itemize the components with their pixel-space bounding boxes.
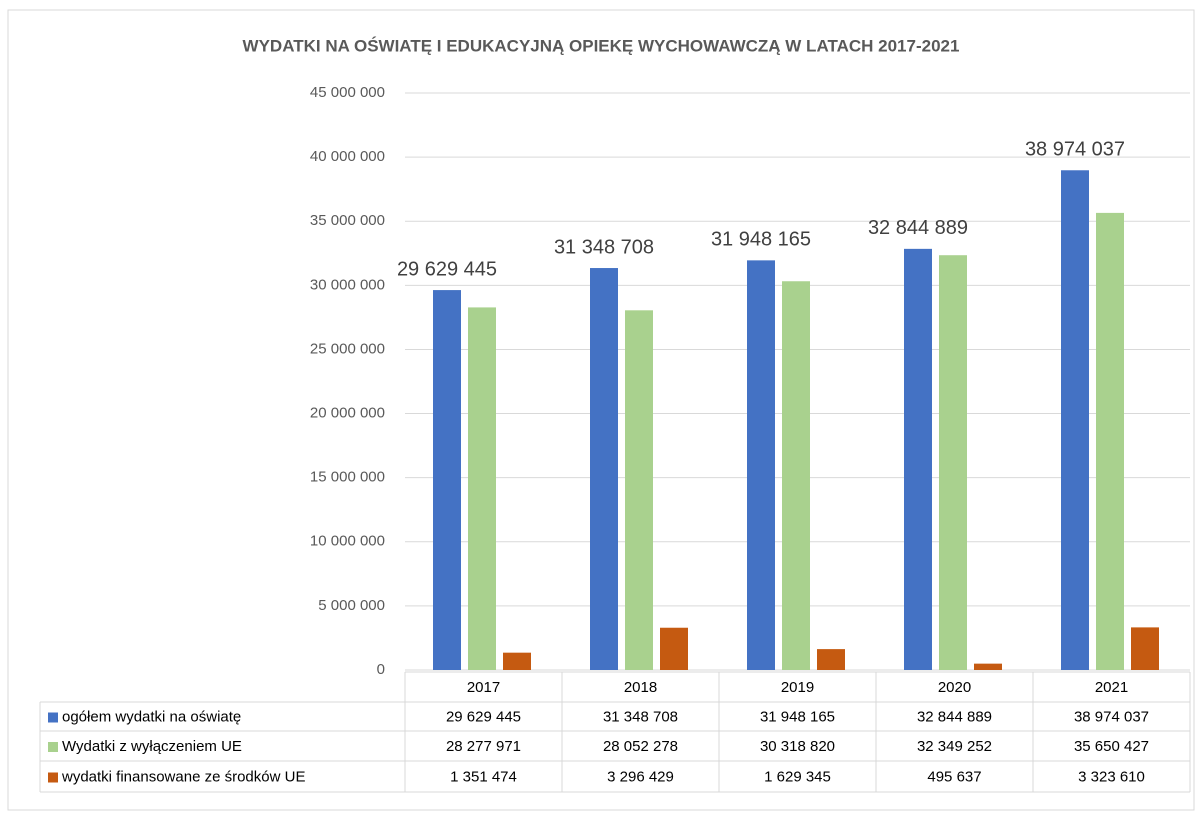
y-tick-label: 35 000 000: [310, 212, 385, 229]
table-cell: 31 948 165: [760, 708, 835, 725]
table-cell: 32 349 252: [917, 738, 992, 755]
legend-label: Wydatki z wyłączeniem UE: [62, 738, 242, 755]
bar: [817, 649, 845, 670]
y-tick-label: 30 000 000: [310, 276, 385, 293]
bar: [433, 290, 461, 670]
bar: [904, 248, 932, 670]
bar: [503, 652, 531, 670]
x-tick-label: 2019: [781, 679, 814, 696]
legend-label: wydatki finansowane ze środków UE: [61, 768, 305, 785]
y-tick-label: 45 000 000: [310, 84, 385, 101]
table-cell: 1 351 474: [450, 768, 517, 785]
table-cell: 30 318 820: [760, 738, 835, 755]
data-label: 31 948 165: [711, 229, 811, 251]
data-label: 29 629 445: [397, 258, 497, 280]
bar: [625, 310, 653, 670]
table-cell: 28 277 971: [446, 738, 521, 755]
bar: [974, 663, 1002, 670]
table-cell: 3 323 610: [1078, 768, 1145, 785]
table-cell: 29 629 445: [446, 708, 521, 725]
table-cell: 38 974 037: [1074, 708, 1149, 725]
bar: [1131, 627, 1159, 670]
y-tick-label: 10 000 000: [310, 533, 385, 550]
bar: [747, 260, 775, 670]
table-cell: 3 296 429: [607, 768, 674, 785]
table-cell: 1 629 345: [764, 768, 831, 785]
y-tick-label: 5 000 000: [318, 597, 385, 614]
data-label: 31 348 708: [554, 236, 654, 258]
x-tick-label: 2018: [624, 679, 657, 696]
legend-key: [48, 772, 58, 783]
bar: [1096, 212, 1124, 670]
table-cell: 495 637: [927, 768, 981, 785]
bar: [468, 307, 496, 670]
table-cell: 28 052 278: [603, 738, 678, 755]
y-tick-label: 0: [377, 661, 385, 678]
chart-title: WYDATKI NA OŚWIATĘ I EDUKACYJNĄ OPIEKĘ W…: [243, 36, 960, 55]
legend-key: [48, 742, 58, 752]
y-tick-label: 25 000 000: [310, 340, 385, 357]
bar: [1061, 170, 1089, 670]
table-cell: 31 348 708: [603, 708, 678, 725]
data-label: 38 974 037: [1025, 139, 1125, 161]
y-tick-label: 20 000 000: [310, 405, 385, 422]
x-tick-label: 2017: [467, 679, 500, 696]
bar: [590, 268, 618, 670]
data-label: 32 844 889: [868, 217, 968, 239]
legend-label: ogółem wydatki na oświatę: [62, 708, 241, 725]
table-cell: 32 844 889: [917, 708, 992, 725]
x-tick-label: 2021: [1095, 679, 1128, 696]
bar: [660, 627, 688, 670]
bar: [939, 255, 967, 671]
bar: [782, 281, 810, 670]
x-tick-label: 2020: [938, 679, 971, 696]
legend-key: [48, 712, 58, 723]
table-cell: 35 650 427: [1074, 738, 1149, 755]
y-tick-label: 40 000 000: [310, 148, 385, 165]
y-tick-label: 15 000 000: [310, 469, 385, 486]
